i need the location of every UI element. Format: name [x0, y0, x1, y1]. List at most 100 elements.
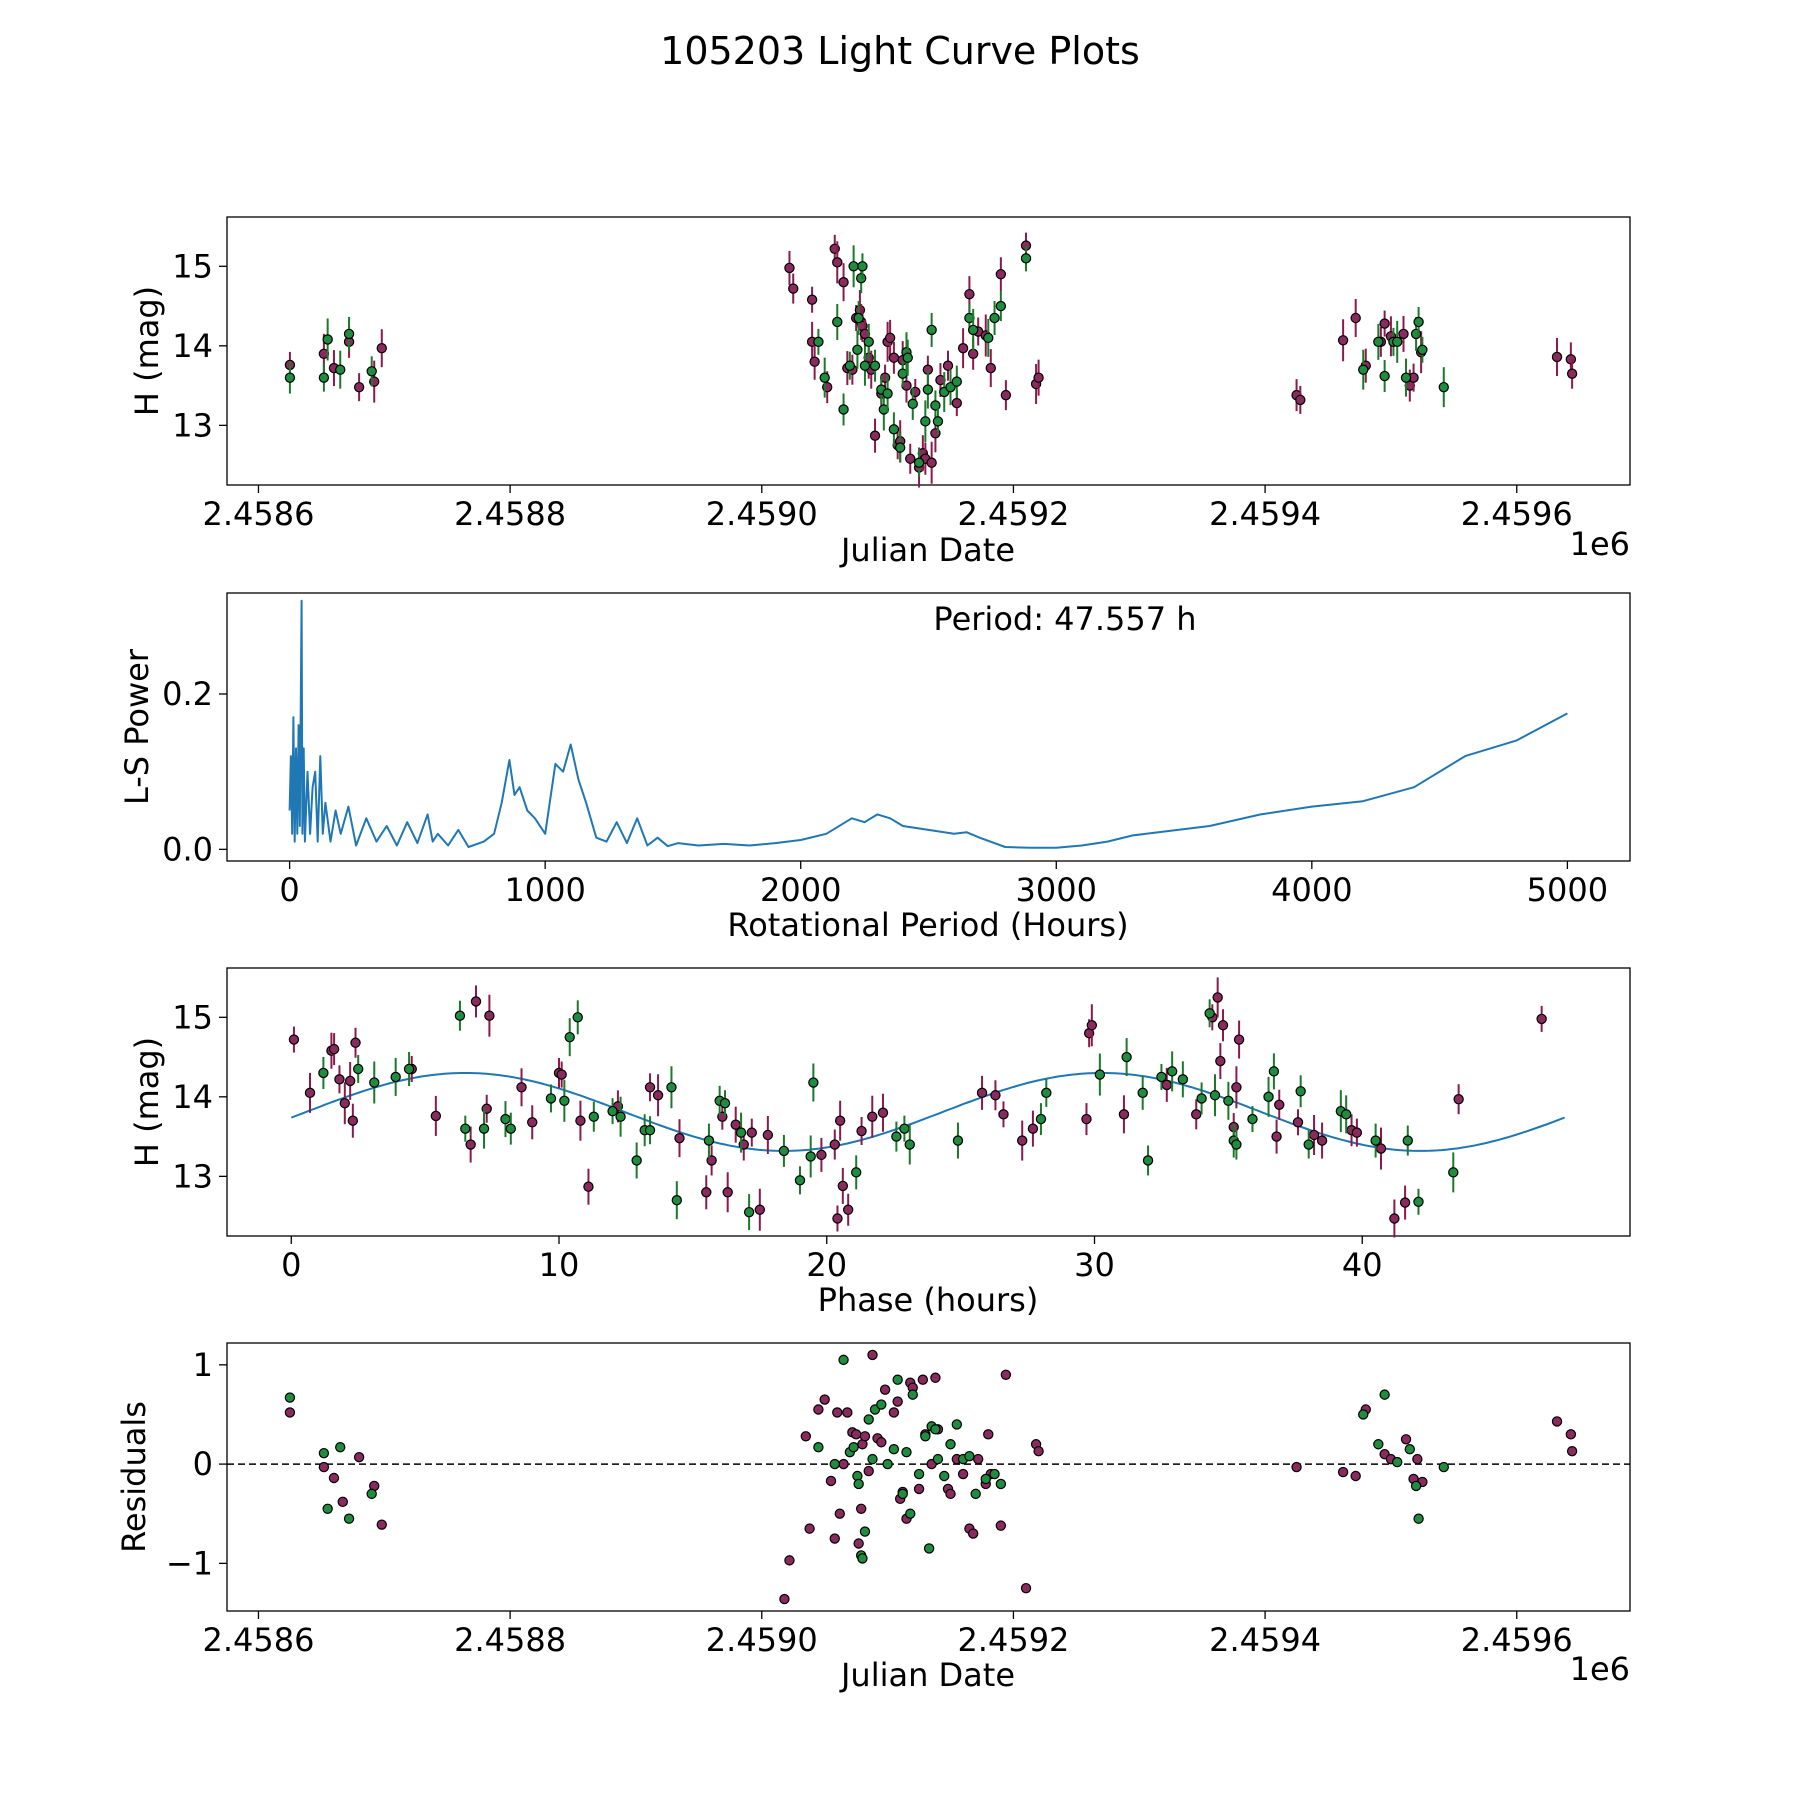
- residuals-point: [1404, 1444, 1415, 1455]
- lightcurve-point: [869, 430, 881, 441]
- lightcurve-point: [932, 416, 944, 427]
- lightcurve-point: [832, 316, 843, 328]
- phased-point: [318, 1067, 329, 1079]
- phased-point: [829, 1139, 840, 1150]
- residuals-point: [1392, 1456, 1403, 1468]
- phased-point: [1351, 1127, 1363, 1138]
- lightcurve-point: [869, 360, 881, 371]
- phased-point: [527, 1117, 538, 1128]
- phased-point: [1402, 1135, 1413, 1146]
- lightcurve-point: [926, 324, 937, 336]
- residuals-point: [973, 1453, 984, 1465]
- residuals-point: [876, 1399, 887, 1410]
- lightcurve-marks: [284, 232, 1578, 488]
- phased-point: [288, 1034, 300, 1045]
- phased-point: [339, 1097, 351, 1109]
- lightcurve-point: [343, 328, 355, 340]
- phased-point: [403, 1063, 415, 1075]
- residuals-marks: [227, 1349, 1630, 1605]
- lightcurve-point: [1358, 364, 1369, 375]
- residuals-point: [905, 1508, 916, 1519]
- residuals-ytick-label: −1: [166, 1544, 213, 1582]
- lightcurve-ticks: 2.4586 2.4588 2.4590 2.4592 2.4594 2.4596 13 14…: [172, 247, 1572, 533]
- residuals-point: [913, 1468, 925, 1480]
- lightcurve-point: [913, 457, 925, 468]
- phased-point: [778, 1145, 790, 1157]
- residuals-point: [284, 1392, 296, 1403]
- phased-point: [500, 1113, 511, 1125]
- lightcurve-point: [1295, 394, 1306, 406]
- phased-point: [671, 1195, 683, 1206]
- lightcurve-panel: 2.4586 2.4588 2.4590 2.4592 2.4594 2.4596 13 14…: [128, 216, 1631, 569]
- residuals-point: [892, 1374, 903, 1385]
- lightcurve-point: [964, 288, 975, 300]
- residuals-point: [834, 1508, 845, 1519]
- lightcurve-point: [1400, 372, 1412, 383]
- phased-point: [652, 1090, 664, 1101]
- phased-point: [1233, 1034, 1245, 1045]
- residuals-point: [1020, 1582, 1032, 1594]
- phased-point: [1142, 1155, 1154, 1166]
- lightcurve-point: [1551, 351, 1563, 363]
- lightcurve-axes-frame: [226, 216, 1631, 486]
- phased-point: [891, 1131, 902, 1142]
- residuals-point: [888, 1407, 900, 1418]
- phased-point: [1137, 1087, 1148, 1099]
- phased-point: [735, 1127, 747, 1138]
- lightcurve-xtick-label: 2.4596: [1461, 495, 1573, 533]
- phased-point: [701, 1187, 712, 1198]
- residuals-ylabel: Residuals: [115, 1401, 153, 1553]
- residuals-offset-label: 1e6: [1570, 1650, 1630, 1688]
- phased-xlabel: Phase (hours): [818, 1281, 1039, 1319]
- residuals-point: [1358, 1409, 1369, 1420]
- lightcurve-point: [888, 352, 900, 363]
- residuals-point: [850, 1429, 862, 1440]
- residuals-point: [800, 1431, 812, 1442]
- phased-panel: 0 10 20 30 40 13 14 15 Phase (hours) H (mag): [128, 967, 1631, 1319]
- phased-point: [516, 1082, 527, 1093]
- lightcurve-point: [322, 334, 333, 345]
- residuals-point: [923, 1543, 935, 1554]
- phased-point: [304, 1087, 316, 1099]
- lightcurve-ytick-label: 15: [172, 247, 213, 285]
- lightcurve-point: [967, 324, 979, 336]
- residuals-point: [859, 1526, 871, 1537]
- residuals-point: [853, 1478, 864, 1490]
- residuals-point: [888, 1444, 900, 1455]
- phased-point: [1292, 1117, 1304, 1128]
- periodogram-xtick-label: 2000: [760, 871, 841, 909]
- lightcurve-point: [832, 257, 843, 268]
- residuals-point: [813, 1442, 824, 1453]
- lightcurve-xtick-label: 2.4594: [1209, 495, 1321, 533]
- phased-point: [1118, 1109, 1130, 1120]
- lightcurve-point: [922, 384, 934, 395]
- phased-point: [754, 1204, 766, 1215]
- residuals-xtick-label: 2.4594: [1209, 1621, 1321, 1659]
- residuals-point: [879, 1384, 891, 1395]
- phased-point: [545, 1093, 557, 1104]
- lightcurve-point: [852, 344, 863, 356]
- residuals-point: [907, 1389, 918, 1400]
- phased-point: [1191, 1109, 1202, 1120]
- residuals-point: [829, 1533, 840, 1544]
- periodogram-xlabel: Rotational Period (Hours): [727, 906, 1128, 944]
- phased-point: [990, 1090, 1001, 1101]
- phased-point: [1081, 1113, 1092, 1125]
- lightcurve-point: [863, 336, 874, 348]
- residuals-point: [1337, 1466, 1349, 1478]
- residuals-point: [1551, 1416, 1563, 1427]
- lightcurve-offset-label: 1e6: [1570, 525, 1630, 563]
- residuals-point: [863, 1414, 874, 1425]
- phased-point: [478, 1123, 490, 1134]
- phased-point: [1177, 1074, 1189, 1085]
- phased-point: [369, 1077, 380, 1088]
- residuals-point: [353, 1451, 365, 1463]
- phased-point: [1316, 1135, 1328, 1146]
- phased-point: [465, 1139, 476, 1150]
- phased-point: [556, 1069, 567, 1080]
- phased-point: [631, 1155, 642, 1166]
- phased-point: [1209, 1090, 1221, 1101]
- lightcurve-point: [942, 360, 954, 371]
- residuals-point: [318, 1447, 330, 1459]
- lightcurve-point: [353, 381, 365, 393]
